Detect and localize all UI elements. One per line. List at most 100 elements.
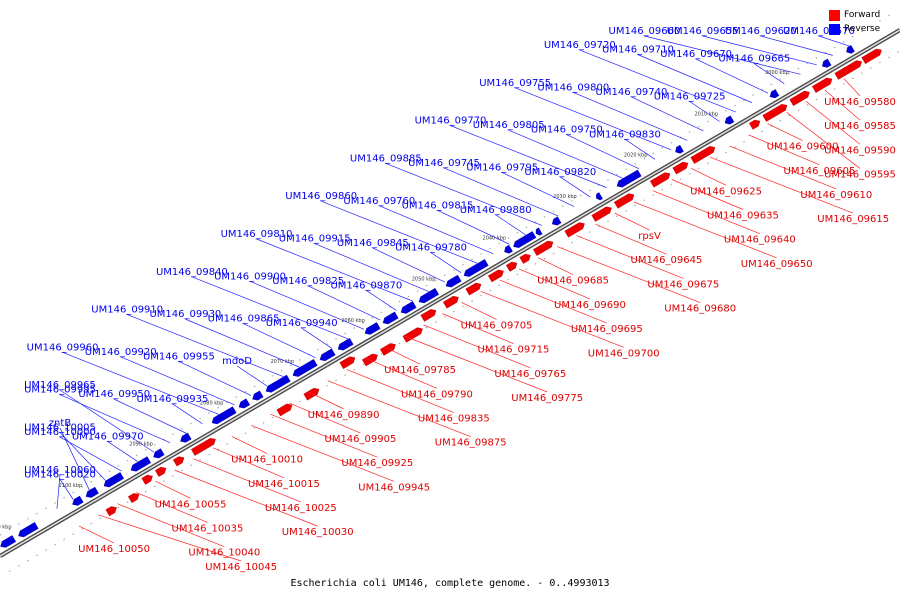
reverse-leader-line bbox=[695, 58, 769, 94]
reverse-leader-line bbox=[573, 92, 688, 141]
reverse-gene bbox=[596, 192, 603, 201]
reverse-gene-label: UM146_09810 bbox=[221, 229, 293, 240]
forward-gene bbox=[505, 261, 518, 272]
forward-gene-label: UM146_10025 bbox=[265, 503, 337, 514]
reverse-leader-line bbox=[818, 35, 850, 47]
reverse-gene bbox=[382, 311, 399, 325]
reverse-leader-line bbox=[62, 352, 219, 415]
forward-gene-label: UM146_09585 bbox=[824, 121, 896, 132]
forward-leader-line bbox=[442, 313, 514, 344]
reverse-leader-line bbox=[437, 210, 510, 245]
reverse-leader-line bbox=[754, 63, 785, 85]
forward-gene-label: UM146_09580 bbox=[824, 97, 896, 108]
reverse-gene bbox=[130, 456, 152, 472]
reverse-gene bbox=[18, 522, 39, 538]
forward-leader-line bbox=[786, 112, 861, 169]
forward-gene-label: UM146_09695 bbox=[571, 324, 643, 335]
forward-gene bbox=[276, 403, 293, 417]
forward-leader-line bbox=[384, 346, 421, 365]
forward-gene-label: UM146_09785 bbox=[384, 365, 456, 376]
forward-gene-label: UM146_09595 bbox=[824, 169, 896, 180]
reverse-gene-label: mdoD bbox=[222, 356, 252, 367]
reverse-leader-line bbox=[321, 200, 478, 264]
reverse-gene-label: UM146_09920 bbox=[85, 347, 157, 358]
reverse-leader-line bbox=[59, 432, 106, 481]
forward-gene bbox=[672, 161, 689, 175]
reverse-gene-label: UM146_09720 bbox=[544, 40, 616, 51]
reverse-gene-label: UM146_09800 bbox=[537, 82, 609, 93]
reverse-gene-label: UM146_09995 bbox=[24, 385, 96, 396]
reverse-gene-label: UM146_09900 bbox=[214, 271, 286, 282]
reverse-gene bbox=[821, 58, 832, 68]
forward-gene bbox=[402, 327, 423, 343]
reverse-leader-line bbox=[172, 403, 203, 425]
reverse-gene bbox=[319, 348, 336, 362]
reverse-gene bbox=[292, 358, 318, 377]
reverse-gene-label: UM146_09830 bbox=[589, 129, 661, 140]
reverse-gene-label: UM146_09795 bbox=[466, 163, 538, 174]
reverse-leader-line bbox=[385, 163, 542, 226]
reverse-gene-label: UM146_09820 bbox=[524, 167, 596, 178]
reverse-leader-line bbox=[236, 365, 268, 387]
forward-leader-line bbox=[576, 235, 684, 279]
reverse-leader-line bbox=[579, 49, 736, 113]
map-caption: Escherichia coli UM146, complete genome.… bbox=[290, 578, 610, 589]
forward-gene-label: UM146_09835 bbox=[418, 414, 490, 425]
reverse-leader-line bbox=[644, 35, 801, 75]
reverse-leader-line bbox=[495, 214, 526, 236]
forward-gene-label: UM146_09590 bbox=[824, 145, 896, 156]
reverse-leader-line bbox=[631, 96, 704, 132]
forward-gene bbox=[141, 474, 153, 485]
reverse-gene-label: UM146_09750 bbox=[531, 125, 603, 136]
forward-leader-line bbox=[98, 514, 242, 562]
legend-label-forward: Forward bbox=[844, 10, 881, 20]
legend-label-reverse: Reverse bbox=[844, 24, 881, 34]
forward-gene-label: UM146_09925 bbox=[341, 458, 413, 469]
forward-leader-line bbox=[710, 156, 854, 214]
forward-gene bbox=[442, 295, 459, 309]
forward-gene-label: UM146_10055 bbox=[155, 499, 227, 510]
reverse-gene bbox=[211, 406, 237, 425]
scale-tick-label: 2100 kbp bbox=[59, 483, 83, 489]
reverse-gene-label: UM146_09840 bbox=[156, 267, 228, 278]
scale-tick-label: 2000 kbp bbox=[765, 70, 789, 76]
reverse-gene-label: UM146_09670 bbox=[660, 49, 732, 60]
reverse-gene-label: UM146_10000 bbox=[24, 427, 96, 438]
forward-gene-label: UM146_10035 bbox=[172, 523, 244, 534]
reverse-gene-label: UM146_09665 bbox=[718, 54, 790, 65]
forward-gene-label: UM146_09675 bbox=[647, 279, 719, 290]
reverse-leader-line bbox=[59, 427, 90, 491]
forward-leader-line bbox=[193, 458, 301, 503]
label-leader-lines bbox=[56, 35, 861, 562]
forward-leader-line bbox=[748, 134, 820, 166]
scale-tick-label: 2060 kbp bbox=[341, 318, 365, 324]
reverse-gene-label: UM146_09655 bbox=[667, 26, 739, 37]
reverse-gene-label: UM146_09740 bbox=[596, 87, 668, 98]
reverse-gene-label: UM146_10020 bbox=[24, 469, 96, 480]
reverse-gene-label: UM146_09660 bbox=[609, 26, 681, 37]
scale-ticks: 2000 kbp 2010 kbp 2020 kbp 2030 kbp 2040 kbp… bbox=[0, 70, 789, 530]
forward-gene-label: UM146_09615 bbox=[817, 214, 889, 225]
forward-gene bbox=[154, 466, 167, 477]
reverse-leader-line bbox=[366, 290, 397, 311]
forward-gene-label: UM146_09645 bbox=[631, 255, 703, 266]
reverse-leader-line bbox=[191, 276, 349, 340]
forward-leader-line bbox=[346, 369, 454, 413]
legend-entry-forward: Forward bbox=[829, 8, 900, 22]
forward-leader-line bbox=[690, 168, 727, 186]
reverse-leader-line bbox=[185, 318, 300, 368]
forward-gene-label: UM146_09945 bbox=[358, 482, 430, 493]
genome-backbone bbox=[0, 28, 900, 558]
forward-gene-label: UM146_09635 bbox=[707, 211, 779, 222]
forward-gene-label: UM146_09605 bbox=[784, 166, 856, 177]
reverse-gene bbox=[769, 89, 780, 99]
forward-gene bbox=[861, 48, 882, 64]
reverse-gene bbox=[153, 448, 165, 459]
forward-leader-line bbox=[461, 302, 497, 320]
forward-gene bbox=[613, 193, 635, 209]
scale-tick-label: 2080 kbp bbox=[200, 400, 224, 406]
forward-gene-label: UM146_09705 bbox=[461, 320, 533, 331]
reverse-leader-line bbox=[689, 101, 720, 122]
forward-leader-line bbox=[231, 436, 268, 454]
